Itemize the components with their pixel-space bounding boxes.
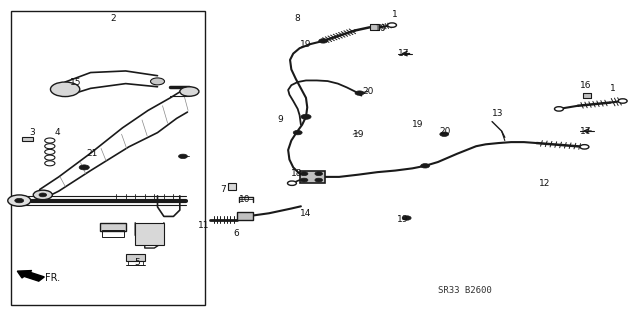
Circle shape (618, 99, 627, 103)
Bar (370, 25, 380, 30)
Text: 10: 10 (239, 195, 251, 204)
Text: 15: 15 (70, 78, 82, 86)
Text: 6: 6 (233, 229, 239, 238)
Circle shape (287, 181, 296, 185)
Bar (102, 230, 124, 237)
Circle shape (315, 178, 323, 182)
Text: 19: 19 (397, 215, 408, 224)
Bar (125, 254, 145, 261)
Circle shape (180, 87, 199, 96)
FancyArrow shape (17, 271, 44, 281)
Bar (135, 223, 164, 245)
Text: 4: 4 (54, 128, 60, 137)
Text: 11: 11 (198, 221, 210, 230)
Bar (300, 171, 325, 183)
Circle shape (319, 39, 328, 43)
Text: 21: 21 (86, 149, 97, 158)
Text: SR33 B2600: SR33 B2600 (438, 286, 492, 295)
Text: 9: 9 (277, 115, 283, 124)
Text: 5: 5 (134, 258, 140, 267)
Bar (11, 11, 205, 305)
Circle shape (554, 107, 563, 111)
Circle shape (402, 216, 411, 220)
Text: 13: 13 (492, 109, 504, 118)
Circle shape (355, 91, 364, 95)
Circle shape (315, 172, 323, 176)
Circle shape (301, 114, 311, 119)
Text: 2: 2 (110, 14, 116, 23)
Circle shape (300, 178, 308, 182)
Circle shape (179, 154, 188, 159)
Text: 1: 1 (392, 10, 397, 19)
Bar (22, 137, 33, 141)
Text: 20: 20 (440, 127, 451, 136)
Bar (228, 183, 236, 189)
Text: 17: 17 (580, 127, 591, 136)
Bar (100, 223, 125, 231)
Circle shape (15, 198, 24, 203)
Circle shape (150, 78, 164, 85)
Text: 14: 14 (300, 209, 312, 218)
Circle shape (580, 145, 589, 149)
Circle shape (293, 130, 302, 135)
Bar (582, 93, 591, 98)
Text: FR.: FR. (45, 273, 60, 283)
Text: 19: 19 (412, 120, 424, 129)
Text: 18: 18 (291, 169, 303, 178)
Text: 7: 7 (220, 185, 226, 194)
Circle shape (39, 193, 47, 197)
Circle shape (388, 23, 396, 27)
Text: 19: 19 (300, 40, 311, 48)
Text: 12: 12 (540, 179, 550, 188)
Circle shape (51, 82, 80, 97)
Text: 20: 20 (363, 87, 374, 96)
Text: 1: 1 (610, 84, 616, 93)
Text: 16: 16 (580, 81, 591, 90)
Text: 16: 16 (376, 24, 387, 33)
Text: 8: 8 (295, 14, 301, 23)
Circle shape (33, 190, 52, 200)
Bar (237, 212, 253, 219)
Circle shape (8, 195, 31, 206)
Text: 17: 17 (398, 49, 410, 58)
Bar (127, 261, 143, 265)
Text: 19: 19 (353, 130, 365, 139)
Circle shape (440, 132, 449, 137)
Text: 3: 3 (29, 128, 35, 137)
Circle shape (300, 172, 308, 176)
Circle shape (79, 165, 90, 170)
Circle shape (420, 164, 429, 168)
